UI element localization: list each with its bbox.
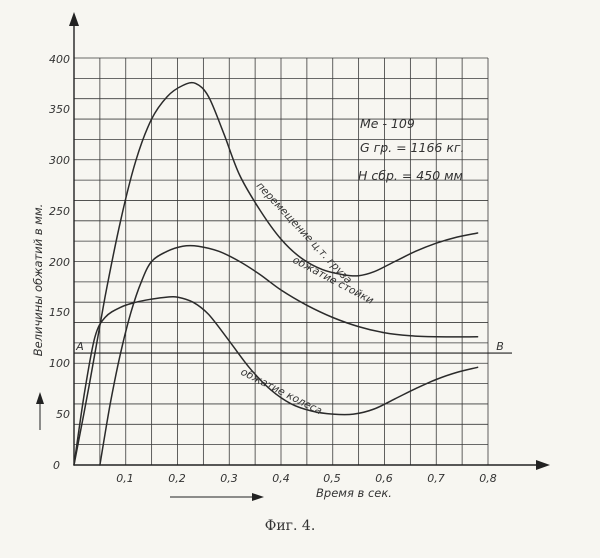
annotation-weight: G гр. = 1166 кг. xyxy=(360,140,464,155)
series-line-0 xyxy=(73,81,479,466)
y-tick-label-200: 200 xyxy=(49,256,70,269)
y-tick-label-350: 350 xyxy=(49,103,70,116)
y-direction-arrow-head xyxy=(36,392,44,404)
series-line-2 xyxy=(73,295,479,466)
axes xyxy=(36,12,550,501)
x-tick-label-0.6: 0,6 xyxy=(375,472,393,485)
x-axis-arrow xyxy=(536,460,550,470)
y-tick-label-50: 50 xyxy=(56,408,70,421)
x-tick-label-0.4: 0,4 xyxy=(272,472,290,485)
x-direction-arrow-head xyxy=(252,493,264,501)
x-tick-label-0.2: 0,2 xyxy=(168,472,186,485)
reference-line-label-b: В xyxy=(496,340,504,353)
grid xyxy=(73,57,489,466)
curves xyxy=(73,81,479,466)
y-tick-label-100: 100 xyxy=(49,357,70,370)
figure-caption: Фиг. 4. xyxy=(265,518,316,534)
annotation-drop-height: Н сбр. = 450 мм xyxy=(358,168,463,183)
y-tick-label-250: 250 xyxy=(49,205,70,218)
y-tick-label-0: 0 xyxy=(53,459,60,472)
y-tick-label-300: 300 xyxy=(49,154,70,167)
x-tick-label-0.5: 0,5 xyxy=(323,472,341,485)
y-tick-label-400: 400 xyxy=(49,53,70,66)
reference-line-label-a: А xyxy=(75,340,84,353)
y-axis-title: Величины обжатий в мм. xyxy=(31,204,45,357)
y-tick-label-150: 150 xyxy=(49,306,70,319)
annotation-model: Me - 109 xyxy=(360,116,415,131)
x-axis-title: Время в сек. xyxy=(316,486,392,500)
y-axis-arrow xyxy=(69,12,79,26)
series-line-1 xyxy=(99,244,479,466)
x-tick-label-0.7: 0,7 xyxy=(427,472,445,485)
x-tick-label-0.3: 0,3 xyxy=(220,472,238,485)
x-tick-label-0.8: 0,8 xyxy=(479,472,497,485)
x-tick-label-0.1: 0,1 xyxy=(116,472,134,485)
